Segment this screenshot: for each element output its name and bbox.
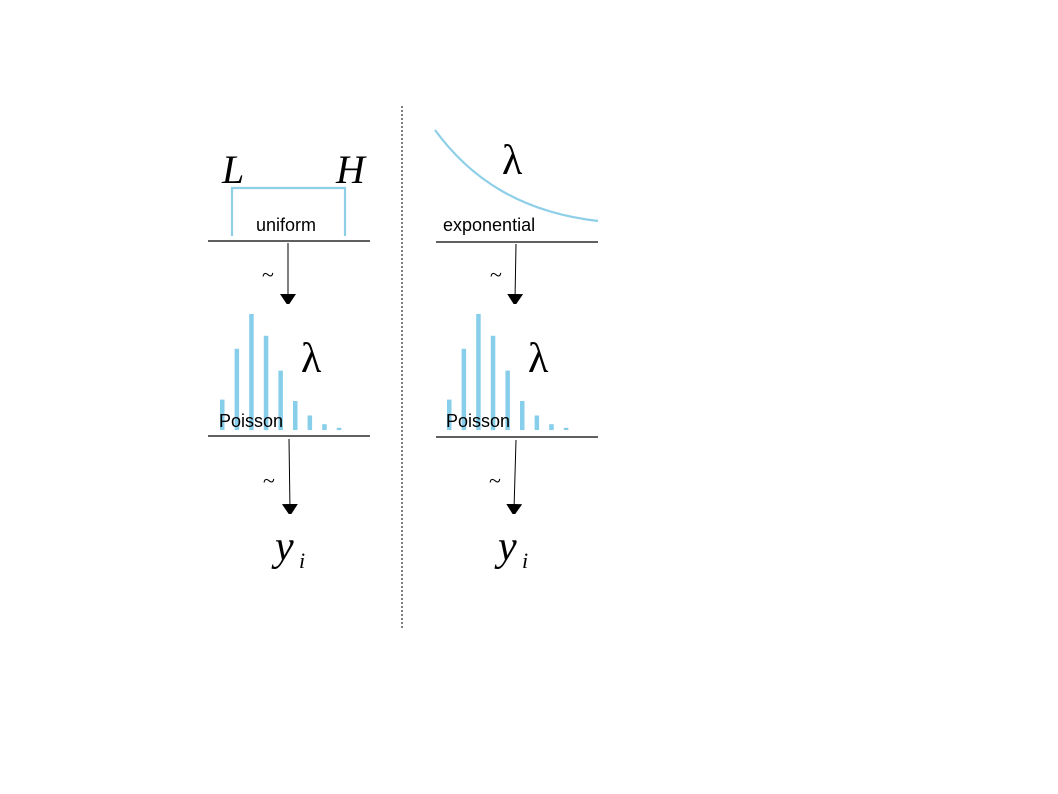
poisson-label: Poisson — [446, 411, 510, 431]
poisson-bar — [549, 424, 554, 430]
exponential-prior-label: exponential — [443, 215, 535, 235]
poisson-bar — [234, 348, 240, 430]
poisson-bars — [447, 314, 569, 431]
poisson-bars — [220, 314, 342, 431]
poisson-bar — [534, 415, 540, 430]
rate-symbol: λ — [528, 336, 549, 382]
poisson-bar — [520, 401, 525, 430]
outcome-subscript: i — [522, 548, 528, 573]
outcome-subscript: i — [299, 548, 305, 573]
poisson-bar — [263, 335, 269, 431]
outcome-variable: y — [494, 524, 517, 570]
distributed-as-symbol: ~ — [490, 262, 502, 287]
poisson-bar — [293, 401, 298, 430]
rate-symbol: λ — [301, 336, 322, 382]
poisson-bar — [476, 314, 481, 430]
poisson-bar — [220, 399, 225, 430]
high-bound-label: H — [335, 147, 367, 192]
poisson-label: Poisson — [219, 411, 283, 431]
poisson-bar — [447, 399, 452, 430]
low-bound-label: L — [221, 147, 244, 192]
poisson-bar — [505, 370, 510, 430]
prior-rate-symbol: λ — [502, 138, 523, 184]
poisson-bar — [278, 370, 283, 430]
rate-to-outcome-arrow — [289, 438, 290, 510]
left-model: L H uniform ~ λ Poisson ~ y i — [208, 147, 370, 573]
prior-to-rate-arrow — [515, 243, 516, 300]
poisson-bar — [336, 427, 342, 430]
distributed-as-symbol: ~ — [262, 262, 274, 287]
poisson-bar — [307, 415, 313, 430]
poisson-bar — [461, 348, 467, 430]
poisson-bar — [249, 314, 254, 430]
right-model: λ exponential ~ λ Poisson ~ y i — [434, 129, 599, 573]
poisson-bar — [563, 427, 569, 430]
rate-to-outcome-arrow — [514, 439, 516, 510]
outcome-variable: y — [271, 524, 294, 570]
poisson-bar — [322, 424, 327, 430]
distributed-as-symbol: ~ — [489, 468, 501, 493]
poisson-bar — [490, 335, 496, 431]
uniform-prior-label: uniform — [256, 215, 316, 235]
uniform-prior-shape — [230, 186, 347, 236]
distributed-as-symbol: ~ — [263, 468, 275, 493]
exponential-prior-curve — [434, 129, 599, 223]
